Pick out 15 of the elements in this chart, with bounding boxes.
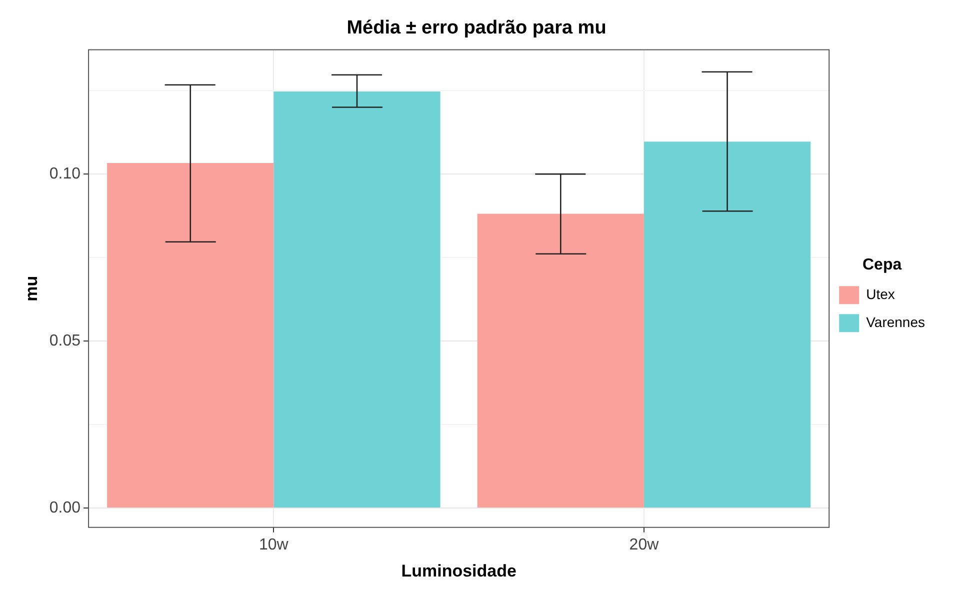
- chart-title: Média ± erro padrão para mu: [346, 18, 606, 39]
- y-axis-title: mu: [22, 276, 41, 302]
- bar: [644, 142, 811, 508]
- y-tick-label: 0.00: [49, 499, 81, 516]
- y-tick-label: 0.05: [49, 332, 81, 350]
- legend-label: Varennes: [866, 314, 926, 330]
- x-tick-label: 10w: [259, 536, 289, 554]
- bar: [107, 163, 274, 508]
- legend-title: Cepa: [862, 256, 902, 274]
- bar: [477, 214, 644, 508]
- x-tick-label: 20w: [629, 536, 660, 554]
- x-axis-title: Luminosidade: [401, 561, 516, 580]
- y-tick-label: 0.10: [49, 165, 81, 182]
- bar: [274, 92, 440, 508]
- legend-label: Utex: [866, 286, 895, 302]
